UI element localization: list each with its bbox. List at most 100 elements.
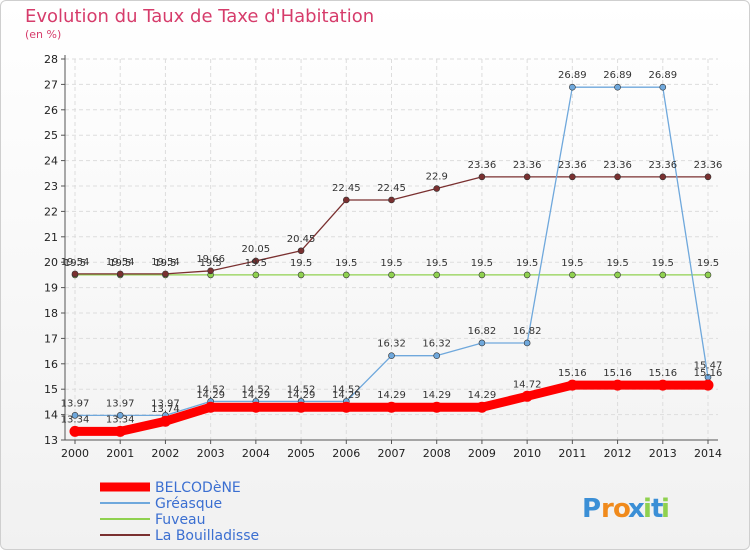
data-label: 15.16 (648, 368, 677, 379)
y-tick-label: 25 (44, 129, 58, 142)
y-tick-label: 18 (44, 307, 58, 320)
data-point (569, 271, 576, 279)
data-label: 14.52 (287, 384, 316, 395)
data-label: 14.72 (513, 379, 542, 390)
data-label: 14.52 (242, 384, 271, 395)
x-tick-label: 2012 (604, 447, 632, 460)
data-label: 13.74 (151, 404, 180, 415)
y-tick-label: 16 (44, 358, 58, 371)
data-point (657, 379, 669, 391)
data-label: 13.97 (106, 398, 135, 409)
data-label: 19.5 (290, 258, 312, 269)
y-tick-label: 19 (44, 282, 58, 295)
y-tick-label: 14 (44, 409, 58, 422)
chart-ticks: 13 14 15 16 17 18 19 20 21 22 23 24 25 26 27 28 2000 2001… (44, 53, 722, 460)
y-tick-label: 15 (44, 383, 58, 396)
data-point (702, 379, 714, 391)
logo-letter: r (601, 494, 614, 524)
x-tick-label: 2006 (332, 447, 360, 460)
chart-title: Evolution du Taux de Taxe d'Habitation (25, 6, 375, 27)
data-label: 23.36 (468, 160, 497, 171)
data-point (614, 173, 621, 181)
data-point (297, 271, 305, 279)
legend-label: Fuveau (155, 512, 206, 528)
data-label: 19.5 (154, 258, 176, 269)
data-label: 19.66 (196, 254, 225, 265)
data-point (704, 173, 712, 181)
x-tick-label: 2002 (151, 447, 179, 460)
data-label: 23.36 (648, 160, 677, 171)
data-point (340, 401, 352, 413)
data-point (659, 173, 667, 181)
data-label: 19.5 (64, 258, 86, 269)
data-point (388, 196, 395, 204)
y-tick-label: 20 (44, 256, 58, 269)
data-label: 19.5 (697, 258, 719, 269)
data-label: 26.89 (558, 70, 587, 81)
data-label: 16.82 (513, 326, 542, 337)
data-point (114, 425, 126, 437)
data-point (523, 339, 531, 347)
data-label: 19.5 (471, 258, 493, 269)
data-point (433, 271, 441, 279)
data-point (614, 271, 621, 279)
x-tick-label: 2008 (423, 447, 451, 460)
y-tick-label: 21 (44, 231, 58, 244)
data-point (523, 271, 531, 279)
data-label: 19.54 (151, 257, 180, 268)
x-tick-label: 2009 (468, 447, 496, 460)
y-tick-label: 22 (44, 205, 58, 218)
data-point (431, 401, 443, 413)
data-label: 19.5 (426, 258, 448, 269)
data-point (704, 271, 712, 279)
data-point (205, 401, 217, 413)
data-label: 19.5 (109, 258, 131, 269)
data-point (523, 173, 531, 181)
data-label: 15.16 (694, 368, 723, 379)
logo-letter: i (661, 494, 670, 524)
data-point (569, 83, 576, 91)
data-label: 14.52 (332, 384, 361, 395)
legend-label: Gréasque (155, 496, 222, 512)
data-label: 19.5 (335, 258, 357, 269)
chart-series (69, 83, 714, 437)
x-tick-label: 2000 (61, 447, 89, 460)
data-point (250, 401, 262, 413)
data-label: 13.34 (61, 414, 90, 425)
data-label: 19.5 (561, 258, 583, 269)
data-label: 16.32 (377, 339, 406, 350)
data-point (159, 415, 171, 427)
x-tick-label: 2013 (649, 447, 677, 460)
logo-letter: x (628, 494, 645, 524)
data-label: 26.89 (603, 70, 632, 81)
logo-letter: o (613, 494, 631, 524)
logo-letter: i (643, 494, 652, 524)
data-point (295, 401, 307, 413)
legend-label: La Bouilladisse (155, 528, 259, 544)
data-point (71, 270, 79, 278)
chart-grid (65, 58, 718, 441)
data-label: 14.29 (196, 390, 225, 401)
data-label: 19.5 (380, 258, 402, 269)
data-point (612, 379, 624, 391)
logo-letter: t (651, 494, 663, 524)
x-tick-label: 2014 (694, 447, 722, 460)
data-point (252, 257, 260, 265)
data-point (478, 271, 486, 279)
data-label: 16.32 (422, 339, 451, 350)
y-tick-label: 24 (44, 155, 58, 168)
data-label: 22.45 (332, 183, 361, 194)
chart-data-labels: 19.5 19.5 19.5 19.5 19.5 19.5 19.5 19.5 19.5 19.5… (61, 70, 723, 425)
x-tick-label: 2007 (378, 447, 406, 460)
y-tick-label: 27 (44, 78, 58, 91)
x-tick-label: 2004 (242, 447, 270, 460)
data-label: 14.29 (377, 390, 406, 401)
data-label: 16.82 (468, 326, 497, 337)
data-label: 14.29 (242, 390, 271, 401)
data-label: 19.5 (606, 258, 628, 269)
data-label: 19.54 (61, 257, 90, 268)
data-label: 19.54 (106, 257, 135, 268)
data-point (207, 267, 214, 275)
